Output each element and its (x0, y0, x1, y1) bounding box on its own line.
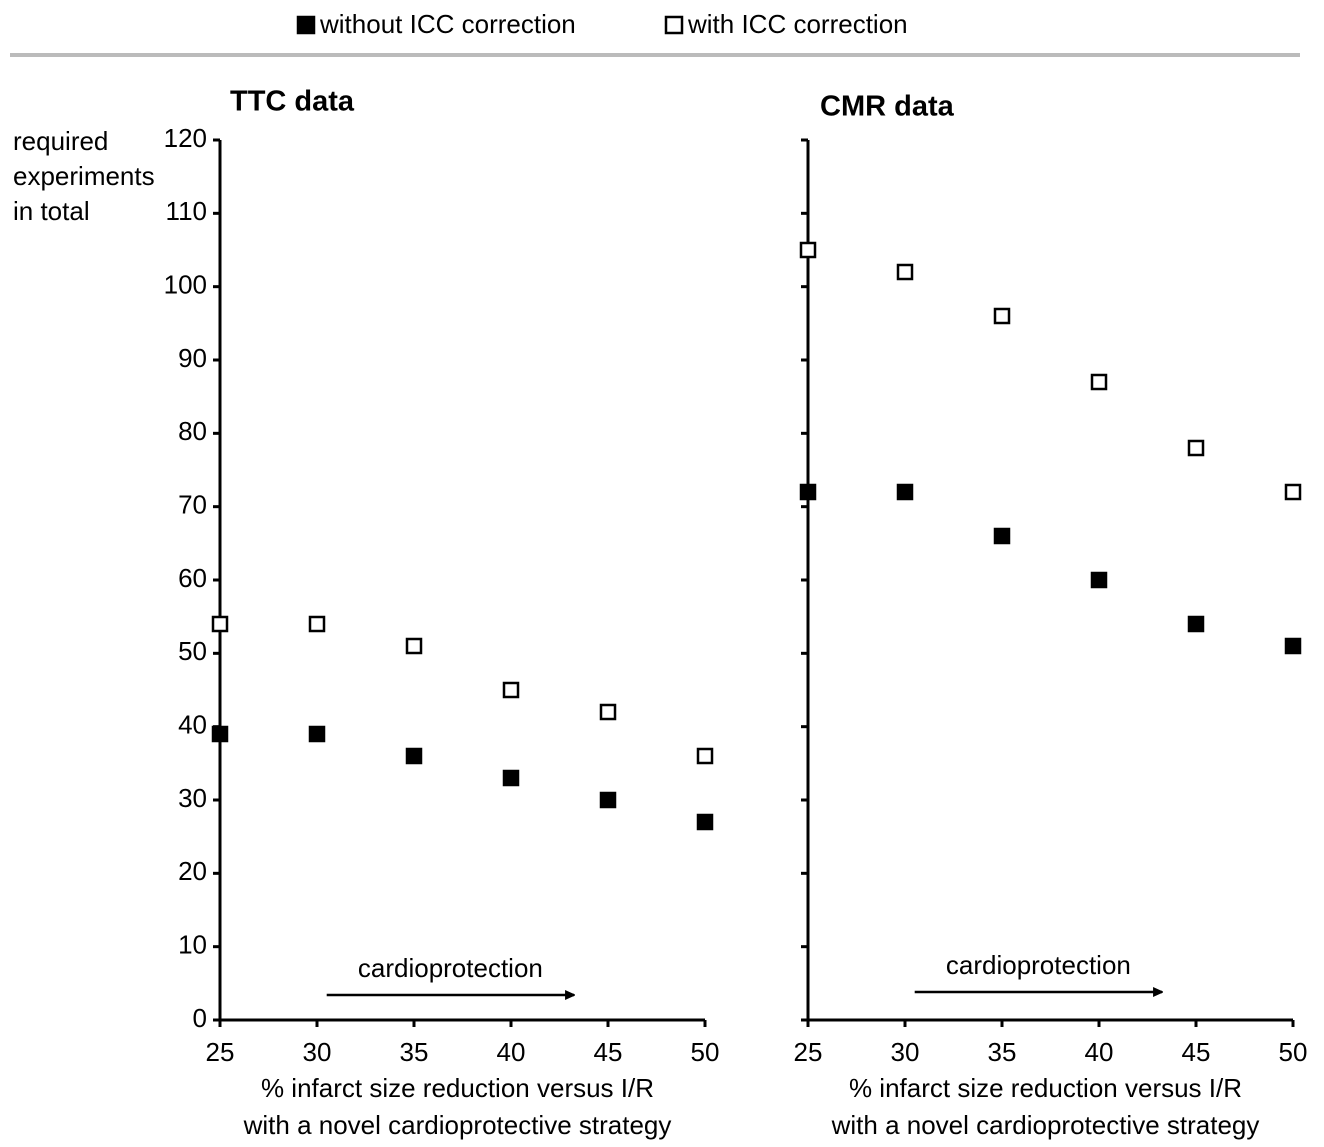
x-tick-label: 30 (303, 1037, 332, 1067)
y-tick-label: 0 (193, 1003, 207, 1033)
y-axis-label: required (13, 126, 108, 156)
x-tick-label: 35 (400, 1037, 429, 1067)
annotation: cardioprotection (946, 950, 1131, 980)
data-point (1090, 373, 1108, 391)
y-tick-label: 10 (178, 930, 207, 960)
data-point (405, 637, 423, 655)
x-tick-label: 25 (206, 1037, 235, 1067)
data-point (896, 483, 914, 501)
y-tick-label: 80 (178, 416, 207, 446)
y-tick-label: 90 (178, 343, 207, 373)
data-point (502, 769, 520, 787)
x-tick-label: 50 (1279, 1037, 1308, 1067)
data-point (1284, 483, 1302, 501)
panel-title: CMR data (820, 91, 955, 123)
y-tick-label: 120 (164, 123, 207, 153)
data-point (1187, 439, 1205, 457)
data-point (599, 703, 617, 721)
data-point (993, 307, 1011, 325)
data-point (993, 527, 1011, 545)
data-point (1090, 571, 1108, 589)
data-point (696, 747, 714, 765)
y-tick-label: 20 (178, 856, 207, 886)
legend-swatch (664, 15, 684, 35)
data-point (799, 483, 817, 501)
data-point (1187, 615, 1205, 633)
data-point (211, 725, 229, 743)
x-axis-label: % infarct size reduction versus I/R (849, 1073, 1242, 1103)
y-axis-label: experiments (13, 161, 155, 191)
x-tick-label: 45 (1182, 1037, 1211, 1067)
legend-swatch (296, 15, 316, 35)
y-tick-label: 60 (178, 563, 207, 593)
x-tick-label: 40 (497, 1037, 526, 1067)
data-point (308, 615, 326, 633)
data-point (405, 747, 423, 765)
data-point (599, 791, 617, 809)
x-tick-label: 45 (594, 1037, 623, 1067)
x-tick-label: 50 (691, 1037, 720, 1067)
data-point (696, 813, 714, 831)
x-tick-label: 30 (891, 1037, 920, 1067)
data-point (1284, 637, 1302, 655)
legend-label: with ICC correction (687, 9, 908, 39)
data-point (896, 263, 914, 281)
data-point (502, 681, 520, 699)
y-tick-label: 50 (178, 636, 207, 666)
x-tick-label: 25 (794, 1037, 823, 1067)
y-tick-label: 40 (178, 710, 207, 740)
x-tick-label: 35 (988, 1037, 1017, 1067)
x-axis-label: % infarct size reduction versus I/R (261, 1073, 654, 1103)
data-point (308, 725, 326, 743)
y-tick-label: 110 (166, 196, 207, 226)
panel-title: TTC data (230, 86, 355, 118)
y-tick-label: 100 (164, 270, 207, 300)
legend-label: without ICC correction (319, 9, 576, 39)
y-tick-label: 70 (178, 490, 207, 520)
x-tick-label: 40 (1085, 1037, 1114, 1067)
x-axis-label: with a novel cardioprotective strategy (243, 1110, 672, 1140)
y-tick-label: 30 (178, 783, 207, 813)
data-point (211, 615, 229, 633)
x-axis-label: with a novel cardioprotective strategy (831, 1110, 1260, 1140)
y-axis-label: in total (13, 196, 90, 226)
data-point (799, 241, 817, 259)
annotation: cardioprotection (358, 953, 543, 983)
